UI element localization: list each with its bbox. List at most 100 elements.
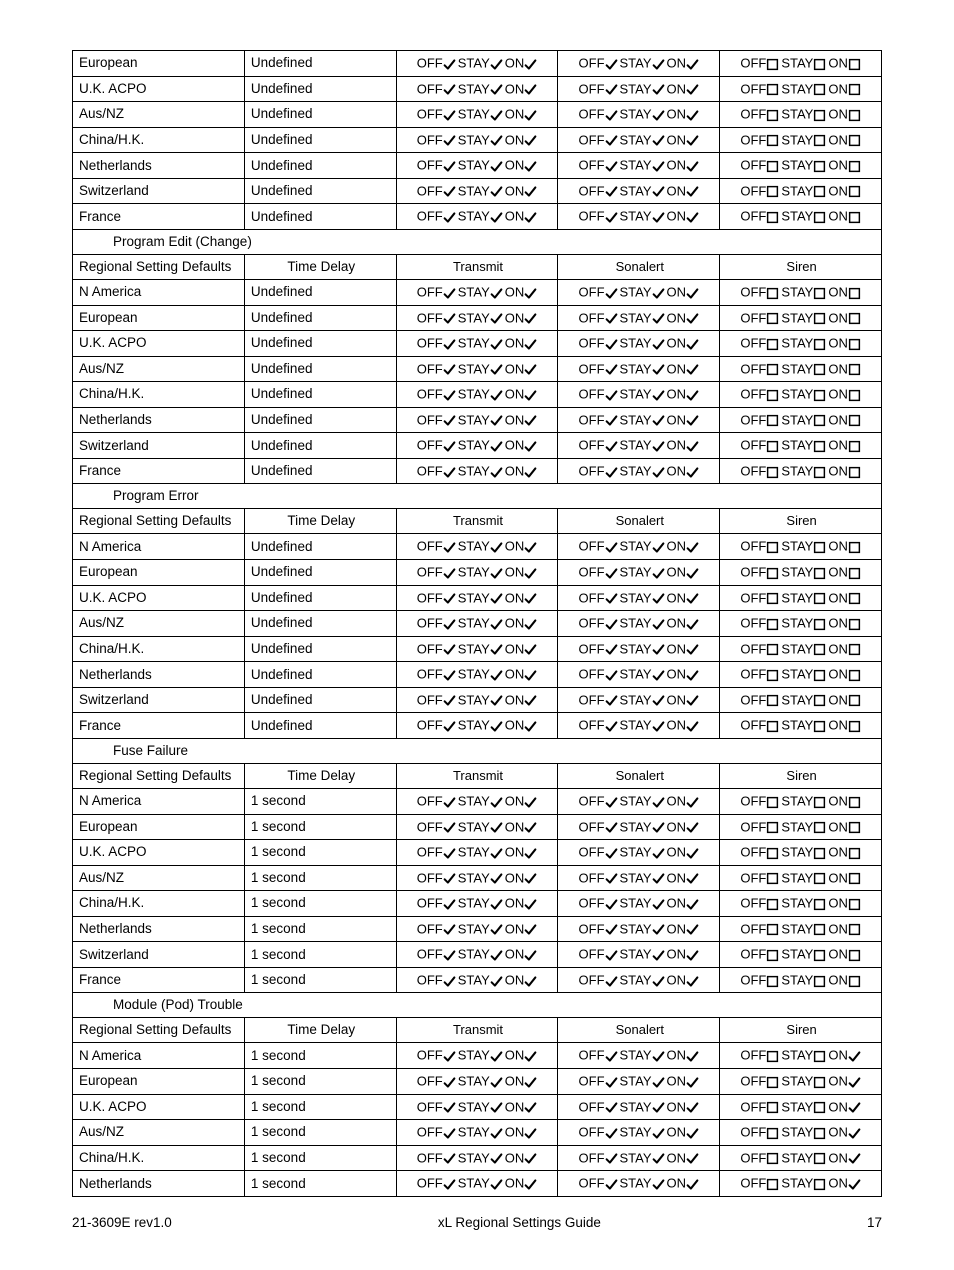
mark-check (443, 538, 456, 556)
header-sonalert: Sonalert (558, 254, 720, 279)
table-row: NetherlandsUndefinedOFFSTAYONOFFSTAYONOF… (73, 407, 882, 433)
mark-check (605, 818, 618, 836)
mark-box (813, 208, 826, 226)
mark-box (766, 182, 779, 200)
mark-check (490, 55, 503, 73)
mark-check (605, 1073, 618, 1091)
mark-check (605, 691, 618, 709)
cell-transmit: OFFSTAYON (396, 76, 558, 102)
mark-check (686, 131, 699, 149)
mark-check (605, 1098, 618, 1116)
mark-check (524, 386, 537, 404)
mark-check (490, 437, 503, 455)
mark-check (443, 182, 456, 200)
cell-sonalert: OFFSTAYON (558, 1094, 720, 1120)
mark-check (652, 55, 665, 73)
cell-transmit: OFFSTAYON (396, 814, 558, 840)
mark-check (490, 691, 503, 709)
cell-siren: OFFSTAYON (720, 1069, 882, 1095)
mark-check (686, 717, 699, 735)
mark-check (524, 55, 537, 73)
mark-check (443, 1175, 456, 1193)
mark-box (848, 666, 861, 684)
mark-check (490, 564, 503, 582)
cell-sonalert: OFFSTAYON (558, 585, 720, 611)
cell-sonalert: OFFSTAYON (558, 967, 720, 993)
mark-check (686, 920, 699, 938)
cell-delay: Undefined (244, 51, 396, 77)
mark-check (652, 971, 665, 989)
mark-check (686, 818, 699, 836)
cell-delay: Undefined (244, 102, 396, 128)
cell-delay: Undefined (244, 713, 396, 739)
mark-box (813, 818, 826, 836)
mark-check (605, 666, 618, 684)
mark-box (813, 844, 826, 862)
mark-box (813, 691, 826, 709)
cell-siren: OFFSTAYON (720, 916, 882, 942)
cell-delay: 1 second (244, 865, 396, 891)
mark-check (605, 182, 618, 200)
cell-siren: OFFSTAYON (720, 891, 882, 917)
cell-region: Netherlands (73, 662, 245, 688)
header-region: Regional Setting Defaults (73, 1018, 245, 1043)
table-row: SwitzerlandUndefinedOFFSTAYONOFFSTAYONOF… (73, 433, 882, 459)
mark-check (443, 615, 456, 633)
mark-check (524, 462, 537, 480)
cell-region: China/H.K. (73, 636, 245, 662)
mark-check (686, 589, 699, 607)
cell-siren: OFFSTAYON (720, 814, 882, 840)
header-transmit: Transmit (396, 509, 558, 534)
mark-check (605, 971, 618, 989)
cell-transmit: OFFSTAYON (396, 1094, 558, 1120)
cell-region: U.K. ACPO (73, 585, 245, 611)
mark-check (686, 80, 699, 98)
mark-box (766, 80, 779, 98)
cell-region: Switzerland (73, 433, 245, 459)
footer-center: xL Regional Settings Guide (438, 1215, 601, 1230)
cell-sonalert: OFFSTAYON (558, 534, 720, 560)
mark-check (490, 589, 503, 607)
mark-check (652, 793, 665, 811)
cell-siren: OFFSTAYON (720, 865, 882, 891)
mark-box (848, 335, 861, 353)
mark-check (686, 640, 699, 658)
mark-check (605, 309, 618, 327)
mark-check (490, 411, 503, 429)
mark-box (813, 1073, 826, 1091)
mark-check (686, 564, 699, 582)
header-region: Regional Setting Defaults (73, 763, 245, 788)
cell-delay: Undefined (244, 407, 396, 433)
cell-region: N America (73, 279, 245, 305)
cell-region: European (73, 305, 245, 331)
cell-transmit: OFFSTAYON (396, 788, 558, 814)
mark-check (490, 157, 503, 175)
cell-sonalert: OFFSTAYON (558, 153, 720, 179)
mark-box (766, 920, 779, 938)
mark-check (848, 1047, 861, 1065)
mark-check (524, 411, 537, 429)
mark-check (686, 1124, 699, 1142)
mark-box (848, 640, 861, 658)
cell-sonalert: OFFSTAYON (558, 1069, 720, 1095)
mark-check (652, 437, 665, 455)
cell-delay: 1 second (244, 788, 396, 814)
mark-check (490, 1149, 503, 1167)
cell-transmit: OFFSTAYON (396, 407, 558, 433)
mark-box (766, 640, 779, 658)
mark-box (848, 589, 861, 607)
table-row: Aus/NZUndefinedOFFSTAYONOFFSTAYONOFFSTAY… (73, 611, 882, 637)
mark-box (766, 538, 779, 556)
mark-box (813, 462, 826, 480)
mark-check (443, 157, 456, 175)
mark-check (443, 360, 456, 378)
section-title-row: Fuse Failure (73, 738, 882, 763)
mark-check (848, 1073, 861, 1091)
mark-check (686, 411, 699, 429)
table-row: China/H.K.UndefinedOFFSTAYONOFFSTAYONOFF… (73, 636, 882, 662)
mark-box (766, 971, 779, 989)
cell-sonalert: OFFSTAYON (558, 331, 720, 357)
mark-check (443, 920, 456, 938)
mark-check (524, 106, 537, 124)
cell-sonalert: OFFSTAYON (558, 1145, 720, 1171)
